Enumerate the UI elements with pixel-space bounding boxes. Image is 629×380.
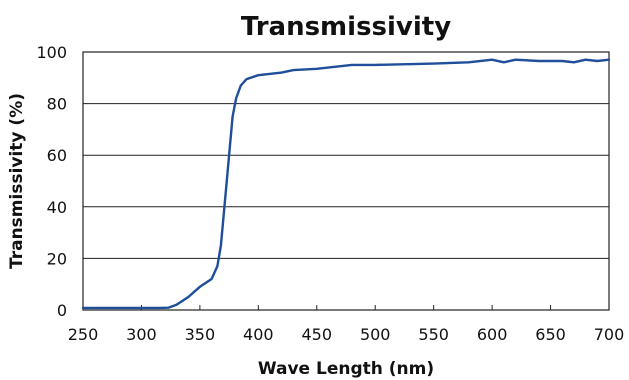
x-tick-label: 500 xyxy=(360,325,391,344)
y-tick-label: 0 xyxy=(57,301,67,320)
y-tick-label: 100 xyxy=(36,43,67,62)
x-tick-label: 550 xyxy=(418,325,449,344)
series-line xyxy=(81,58,611,310)
y-tick-label: 80 xyxy=(47,95,67,114)
x-tick-label: 250 xyxy=(68,325,99,344)
y-axis-tick-labels: 0 20 40 60 80 100 xyxy=(36,43,67,320)
x-tick-label: 650 xyxy=(535,325,566,344)
x-axis-ticks: 250 300 350 400 450 500 550 600 650 700 xyxy=(68,305,625,344)
x-tick-label: 400 xyxy=(243,325,274,344)
x-tick-label: 600 xyxy=(477,325,508,344)
x-tick-label: 300 xyxy=(126,325,157,344)
gridlines xyxy=(83,51,609,311)
x-tick-label: 450 xyxy=(302,325,333,344)
y-tick-label: 40 xyxy=(47,198,67,217)
x-tick-label: 350 xyxy=(185,325,216,344)
y-axis-label: Transmissivity (%) xyxy=(7,93,27,269)
y-tick-label: 20 xyxy=(47,249,67,268)
y-tick-label: 60 xyxy=(47,146,67,165)
chart-title: Transmissivity xyxy=(241,12,451,42)
plot-area-frame xyxy=(82,51,610,311)
x-axis-label: Wave Length (nm) xyxy=(258,359,434,379)
x-tick-label: 700 xyxy=(594,325,625,344)
